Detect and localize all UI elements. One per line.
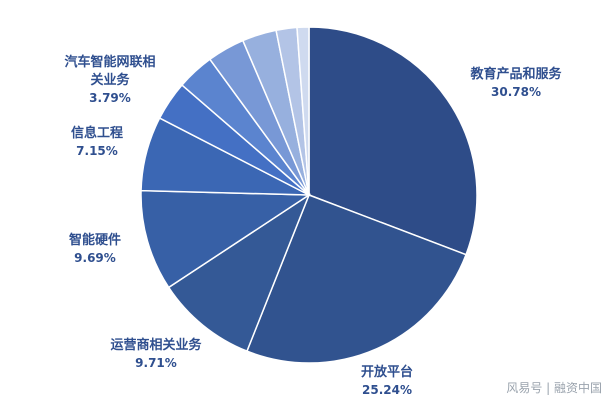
slice-pct-2: 9.71% xyxy=(135,356,177,370)
slice-label-0: 教育产品和服务 xyxy=(469,66,562,82)
slice-label-3: 智能硬件 xyxy=(69,232,121,248)
watermark: 风易号 | 融资中国 xyxy=(506,381,602,395)
pie-slices xyxy=(140,26,478,364)
slice-label-4: 信息工程 xyxy=(71,125,123,141)
pie-slice-1 xyxy=(245,194,468,364)
pie-slice-10 xyxy=(296,26,310,196)
slice-label-5-line1: 关业务 xyxy=(90,72,130,88)
pie-slice-3 xyxy=(140,189,312,289)
slice-pct-1: 25.24% xyxy=(362,383,412,397)
slice-label-1: 开放平台 xyxy=(361,364,413,380)
slice-label-5: 汽车智能网联相 xyxy=(64,54,155,70)
pie-labels: 教育产品和服务 30.78% 开放平台 25.24% 运营商相关业务 9.71% 智能硬件 9… xyxy=(64,54,562,397)
pie-slice-0 xyxy=(308,26,478,256)
slice-pct-0: 30.78% xyxy=(491,85,541,99)
slice-pct-3: 9.69% xyxy=(74,251,116,265)
slice-label-2: 运营商相关业务 xyxy=(110,337,202,353)
slice-pct-4: 7.15% xyxy=(76,144,118,158)
pie-slice-2 xyxy=(167,193,311,353)
slice-pct-5: 3.79% xyxy=(89,91,131,105)
